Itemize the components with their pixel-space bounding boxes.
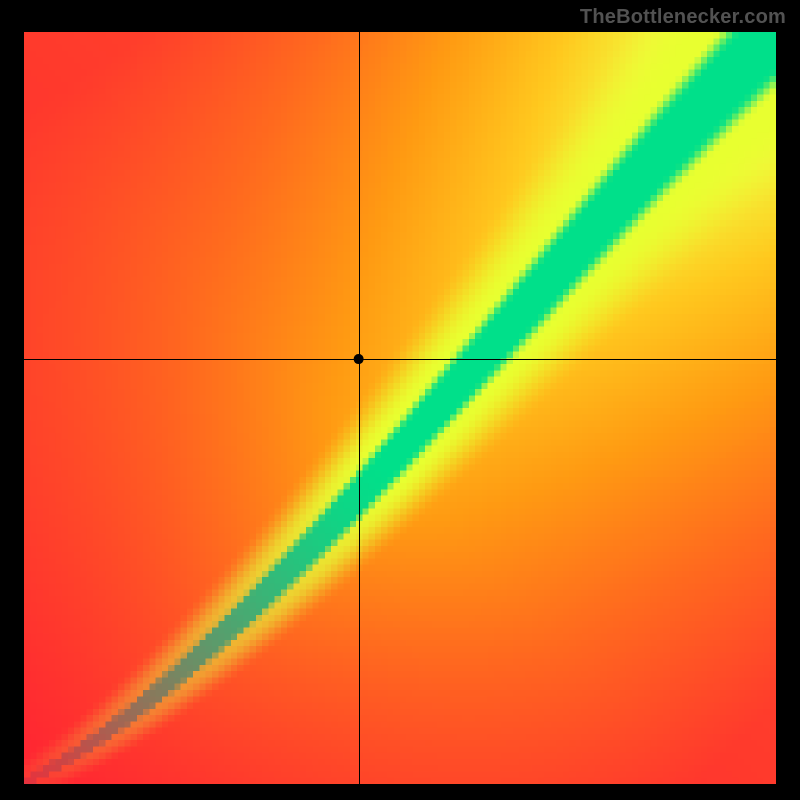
heatmap-chart bbox=[24, 32, 776, 784]
crosshair-overlay bbox=[24, 32, 776, 784]
watermark-text: TheBottlenecker.com bbox=[580, 6, 786, 29]
page-root: TheBottlenecker.com bbox=[0, 0, 800, 800]
